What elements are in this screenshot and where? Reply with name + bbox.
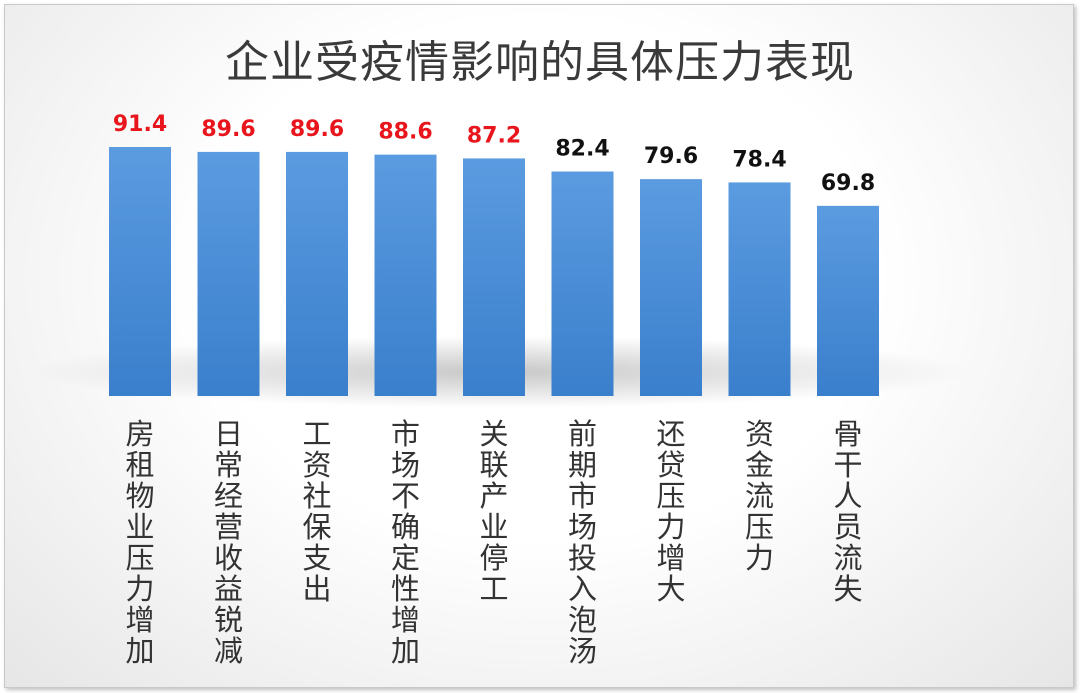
- category-label-8: 资金流压力: [745, 417, 774, 575]
- bar-1: [109, 147, 171, 396]
- data-label-9: 69.8: [821, 171, 875, 196]
- category-label-6: 前期市场投入泡汤: [568, 417, 597, 668]
- category-labels-group: 房租物业压力增加 日常经营收益锐减 工资社保支出 市场不确定性增加 关联产业停工 前期市场…: [125, 417, 862, 668]
- category-label-7: 还贷压力增大: [656, 417, 685, 606]
- category-label-5: 关联产业停工: [479, 417, 508, 606]
- value-labels-group: 91.4 89.6 89.6 88.6 87.2 82.4 79.6 78.4 69.8: [113, 112, 875, 196]
- bar-8: [728, 182, 791, 396]
- category-label-9: 骨干人员流失: [833, 417, 862, 606]
- data-label-5: 87.2: [467, 123, 521, 148]
- data-label-3: 89.6: [290, 117, 344, 142]
- bar-2: [197, 151, 260, 396]
- data-label-8: 78.4: [732, 147, 786, 172]
- bar-6: [551, 171, 614, 396]
- category-label-2: 日常经营收益锐减: [214, 417, 243, 668]
- category-label-1: 房租物业压力增加: [125, 417, 154, 668]
- bars-group: [109, 147, 879, 396]
- category-label-3: 工资社保支出: [302, 417, 331, 606]
- bar-3: [286, 151, 348, 396]
- data-label-1: 91.4: [113, 112, 167, 137]
- bar-4: [374, 154, 437, 396]
- bar-5: [463, 158, 525, 396]
- data-label-7: 79.6: [644, 144, 698, 169]
- category-label-4: 市场不确定性增加: [391, 417, 420, 668]
- data-label-6: 82.4: [555, 137, 609, 162]
- data-label-2: 89.6: [201, 117, 255, 142]
- bar-9: [817, 205, 879, 396]
- data-label-4: 88.6: [378, 120, 432, 145]
- chart-title: 企业受疫情影响的具体压力表现: [225, 37, 855, 88]
- bar-7: [640, 179, 702, 396]
